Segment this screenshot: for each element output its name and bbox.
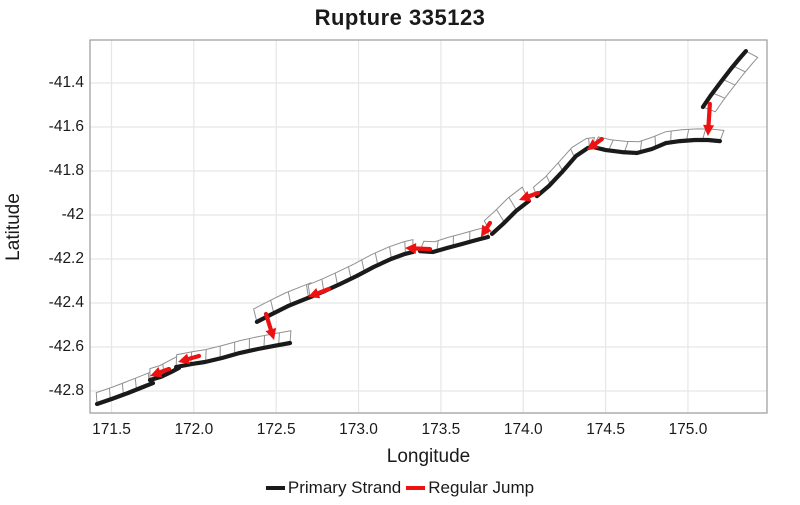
primary-strand-swatch-icon xyxy=(265,486,285,490)
jump-arrows xyxy=(150,101,715,378)
x-tick-label: 172.5 xyxy=(256,421,296,438)
y-tick-label: -41.8 xyxy=(48,162,84,179)
y-tick-label: -42.4 xyxy=(48,294,84,311)
regular-jump-swatch-icon xyxy=(406,486,426,490)
primary-strand-line xyxy=(489,198,532,236)
y-tick-label: -42.2 xyxy=(48,250,84,267)
jump-arrowhead-icon xyxy=(480,224,492,237)
primary-strand-line xyxy=(700,48,749,110)
jump-arrowhead-icon xyxy=(150,367,163,378)
primary-strand-line xyxy=(417,234,491,255)
primary-strand-line xyxy=(174,340,293,370)
legend-label-regular-jump: Regular Jump xyxy=(428,478,535,497)
x-tick-label: 172.0 xyxy=(174,421,214,438)
plot-border xyxy=(89,39,768,414)
jump-arrowhead-icon xyxy=(703,124,715,137)
fault-panels xyxy=(95,50,759,405)
gridlines xyxy=(90,40,767,413)
x-axis-title: Longitude xyxy=(386,446,471,467)
legend-item-primary-strand: Primary Strand xyxy=(265,478,402,498)
jump-arrowhead-icon xyxy=(178,353,191,365)
primary-strand-line xyxy=(147,365,182,383)
y-tick-label: -42.6 xyxy=(48,338,84,355)
primary-strand xyxy=(94,48,749,407)
jump-arrowhead-icon xyxy=(404,242,417,254)
x-tick-label: 173.0 xyxy=(339,421,378,438)
y-tick-label: -41.6 xyxy=(48,118,84,135)
y-tick-label: -42 xyxy=(61,206,84,223)
jump-arrowhead-icon xyxy=(307,287,321,299)
legend-label-primary-strand: Primary Strand xyxy=(287,478,402,497)
primary-strand-line xyxy=(94,381,156,407)
x-tick-label: 173.5 xyxy=(421,421,461,438)
primary-strand-line xyxy=(590,137,723,156)
x-tick-label: 175.0 xyxy=(668,421,708,438)
legend-item-regular-jump: Regular Jump xyxy=(406,478,534,498)
fault-panel-ribbon xyxy=(253,282,314,323)
y-axis-title: Latitude xyxy=(3,193,24,261)
fault-panel-ribbon xyxy=(483,186,530,235)
fault-panel-ribbon xyxy=(307,238,414,298)
jump-arrowhead-icon xyxy=(586,139,599,151)
jump-arrowhead-icon xyxy=(265,327,277,340)
x-tick-label: 174.5 xyxy=(586,421,625,438)
y-tick-label: -41.4 xyxy=(48,74,84,91)
x-tick-label: 171.5 xyxy=(92,421,131,438)
jump-arrow-shaft xyxy=(263,311,274,335)
x-tick-label: 174.0 xyxy=(503,421,543,438)
jump-arrow-shaft xyxy=(706,101,712,131)
jump-arrowhead-icon xyxy=(518,191,532,202)
legend: Primary Strand Regular Jump xyxy=(0,478,800,498)
y-tick-label: -42.8 xyxy=(48,382,84,399)
chart-title: Rupture 335123 xyxy=(314,5,486,30)
